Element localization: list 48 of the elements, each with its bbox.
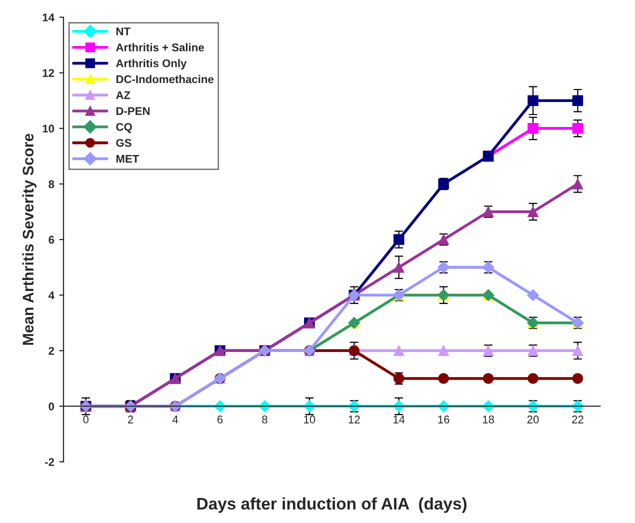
y-tick-label: 8 [48, 180, 54, 188]
point [482, 373, 494, 384]
point [527, 289, 539, 302]
y-tick-label: -2 [45, 458, 54, 466]
x-tick-label: 12 [348, 416, 360, 424]
y-tick-label: 0 [48, 402, 54, 410]
point [393, 345, 404, 356]
point [528, 373, 538, 384]
x-tick-label: 6 [217, 416, 223, 424]
x-tick-label: 16 [438, 416, 450, 424]
legend-label: Arthritis Only [116, 59, 187, 70]
x-tick-label: 14 [394, 416, 405, 424]
point [393, 234, 404, 245]
x-tick-label: 8 [262, 416, 268, 424]
point [572, 345, 584, 356]
point [528, 95, 538, 106]
point [572, 95, 584, 106]
legend-label: NT [116, 28, 130, 36]
legend-label: MET [116, 154, 140, 163]
y-tick-label: 6 [48, 236, 54, 244]
legend-label: DC-Indomethacine [116, 75, 214, 84]
x-tick-label: 22 [572, 416, 584, 424]
legend-label: AZ [116, 91, 130, 99]
y-tick-label: 14 [42, 14, 54, 22]
y-axis-title: Mean Arthritis Severity Score [22, 134, 37, 345]
point [438, 373, 449, 384]
point [393, 262, 404, 273]
legend-label: GS [116, 138, 132, 147]
x-tick-label: 20 [527, 416, 539, 424]
point [438, 345, 449, 356]
point [528, 123, 538, 134]
point [572, 123, 584, 134]
y-tick-label: 12 [42, 69, 54, 77]
legend-label: D-PEN [116, 107, 150, 115]
point [572, 178, 584, 190]
point [572, 373, 584, 384]
point [528, 206, 538, 218]
x-axis-title: Days after induction of AIA (days) [197, 497, 466, 513]
y-tick-label: 4 [48, 291, 54, 300]
legend-label: CQ [116, 123, 132, 133]
y-tick-label: 10 [42, 124, 54, 133]
x-tick-label: 4 [172, 416, 178, 424]
y-tick-label: 2 [48, 346, 54, 355]
x-tick-label: 10 [304, 416, 316, 424]
x-tick-label: 2 [128, 416, 134, 424]
x-tick-label: 18 [482, 416, 494, 424]
legend-label: Arthritis + Saline [116, 43, 204, 52]
x-tick-label: 0 [83, 416, 89, 424]
